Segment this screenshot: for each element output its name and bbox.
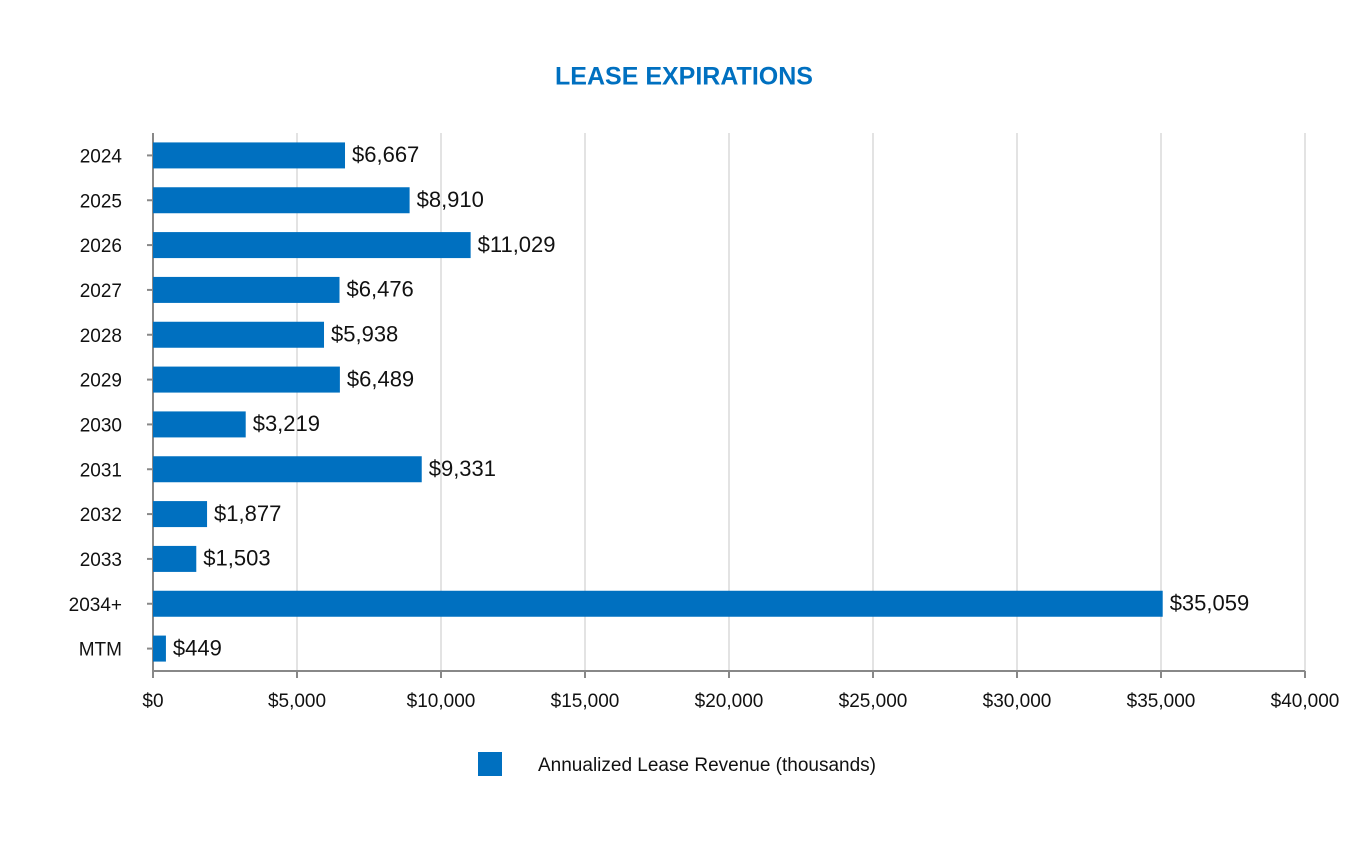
legend-swatch	[478, 752, 502, 776]
x-tick-label: $15,000	[551, 691, 620, 712]
legend-label: Annualized Lease Revenue (thousands)	[538, 755, 876, 776]
value-label: $3,219	[253, 411, 320, 436]
x-tick-label: $20,000	[695, 691, 764, 712]
bar	[153, 321, 325, 348]
value-label: $6,667	[352, 142, 419, 167]
value-label: $6,476	[347, 277, 414, 302]
y-tick-label: 2027	[80, 281, 122, 302]
x-tick-label: $35,000	[1127, 691, 1196, 712]
x-tick-label: $0	[142, 691, 163, 712]
y-tick-label: 2033	[80, 550, 122, 571]
value-label: $1,877	[214, 501, 281, 526]
value-label: $1,503	[203, 546, 270, 571]
y-tick-label: 2032	[80, 505, 122, 526]
bar	[153, 366, 340, 393]
y-tick-label: 2024	[80, 146, 123, 167]
y-tick-label: 2029	[80, 371, 122, 392]
y-tick-label: 2025	[80, 191, 122, 212]
y-tick-label: 2026	[80, 236, 122, 257]
x-tick-label: $5,000	[268, 691, 326, 712]
y-tick-label: 2028	[80, 326, 122, 347]
x-tick-label: $25,000	[839, 691, 908, 712]
bar	[153, 142, 346, 169]
value-label: $449	[173, 635, 222, 660]
value-label: $6,489	[347, 366, 414, 391]
bar	[153, 411, 246, 438]
value-label: $11,029	[478, 232, 556, 257]
y-tick-label: 2031	[80, 460, 122, 481]
y-tick-label: 2034+	[69, 595, 122, 616]
bar	[153, 187, 410, 214]
x-tick-label: $40,000	[1271, 691, 1340, 712]
bar	[153, 635, 166, 662]
bar	[153, 501, 208, 528]
y-tick-label: MTM	[79, 640, 122, 661]
value-label: $35,059	[1170, 591, 1250, 616]
value-label: $8,910	[417, 187, 484, 212]
x-tick-label: $30,000	[983, 691, 1052, 712]
chart-title: LEASE EXPIRATIONS	[555, 63, 813, 91]
bar	[153, 590, 1163, 617]
y-tick-label: 2030	[80, 415, 122, 436]
value-label: $9,331	[429, 456, 496, 481]
x-tick-label: $10,000	[407, 691, 476, 712]
bar	[153, 456, 422, 483]
value-label: $5,938	[331, 322, 398, 347]
bar	[153, 276, 340, 303]
bar	[153, 545, 197, 572]
bar	[153, 232, 471, 259]
